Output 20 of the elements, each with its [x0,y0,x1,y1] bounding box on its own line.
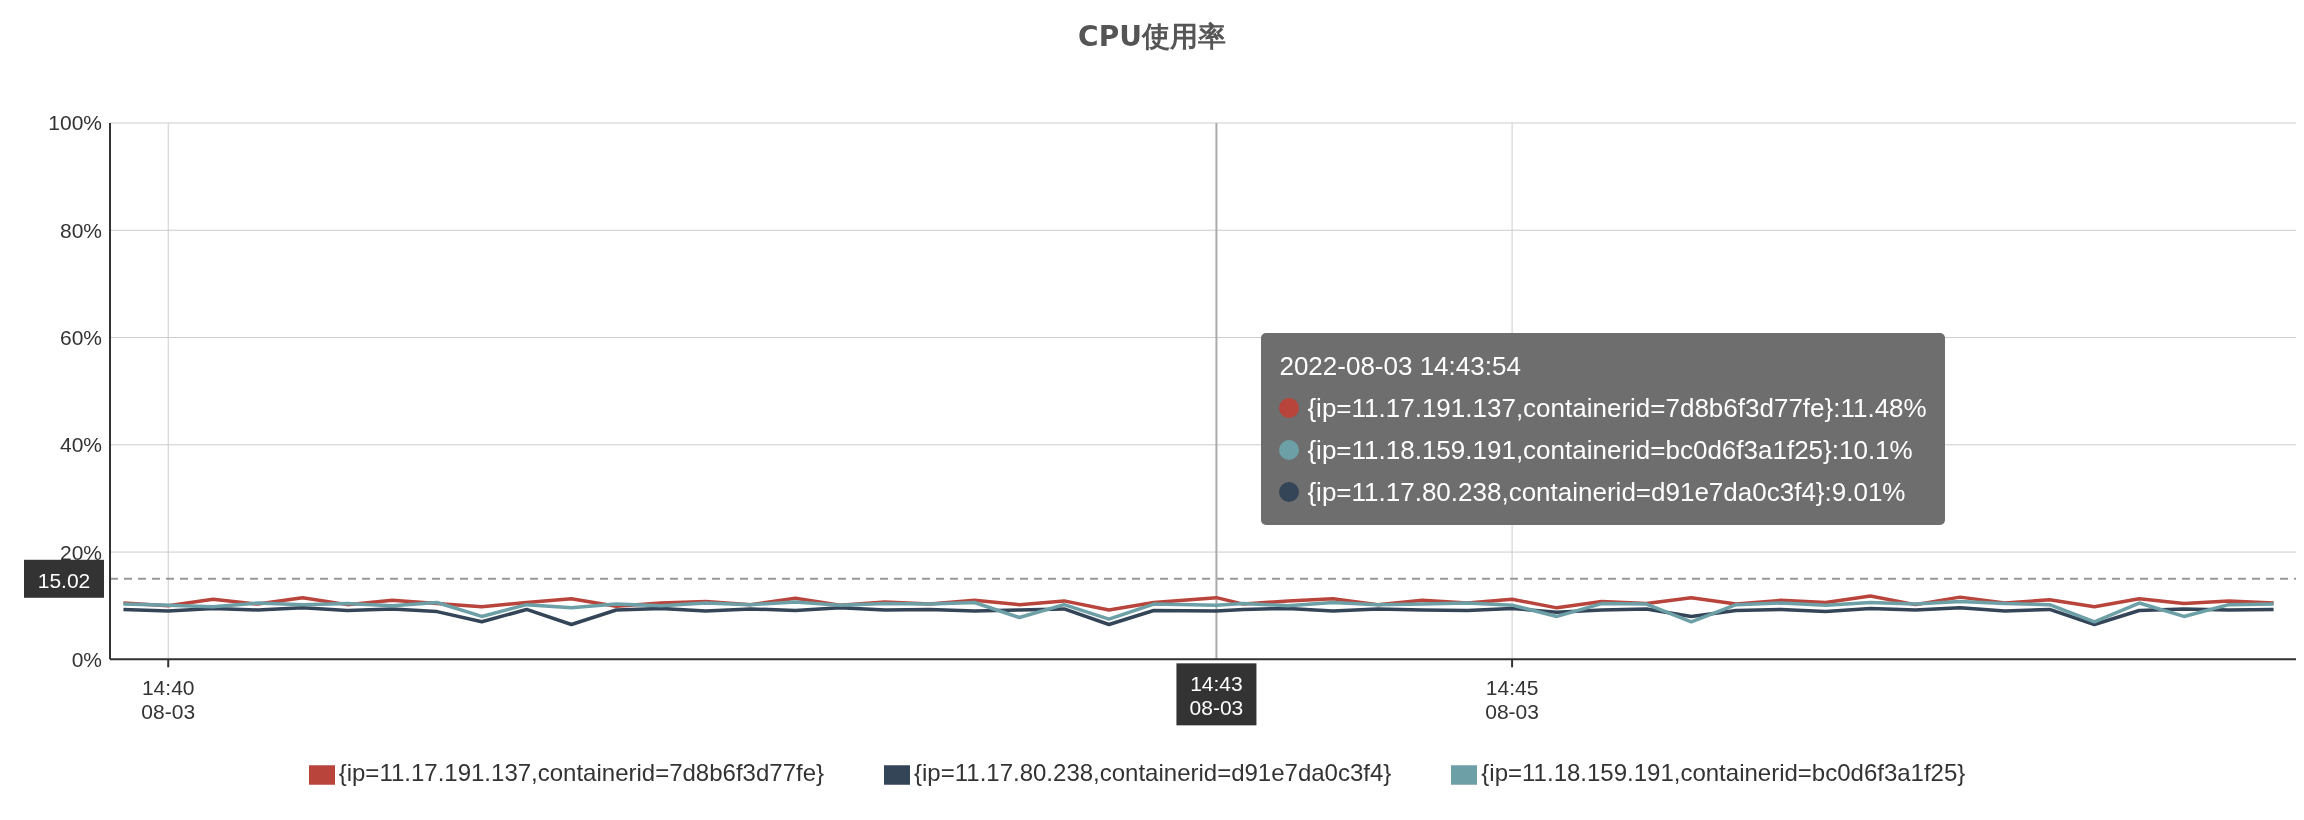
legend-label: {ip=11.17.80.238,containerid=d91e7da0c3f4} [914,759,1392,787]
x-tick-label: 14:40 08-03 [141,676,196,724]
ref-line-label: 15.02 [37,568,91,592]
annotation: {ip=11.18.159.191,containerid=bc0d6f3a1f25}:10.1% [1307,434,1913,467]
line-series [121,606,2276,627]
annotation: 2022-08-03 14:43:54 [1279,350,1522,383]
annotation: {ip=11.17.191.137,containerid=7d8b6f3d77fe}:11.48% [1307,392,1927,425]
y-tick-label: 0% [71,647,102,671]
x-tick-label: 14:45 08-03 [1485,676,1539,724]
y-tick-label: 100% [48,111,102,135]
line-series [121,599,2276,624]
ref-line-label: 14:43 08-03 [1189,672,1244,720]
annotation: {ip=11.17.80.238,containerid=d91e7da0c3f4}:9.01% [1307,476,1906,509]
chart-title: CPU使用率 [1077,19,1227,55]
y-tick-label: 60% [59,325,102,349]
y-tick-label: 80% [59,218,102,242]
legend-label: {ip=11.18.159.191,containerid=bc0d6f3a1f25} [1481,759,1966,787]
y-tick-label: 40% [59,433,102,457]
legend-label: {ip=11.17.191.137,containerid=7d8b6f3d77fe} [338,759,825,787]
y-tick-label: 20% [59,540,102,564]
